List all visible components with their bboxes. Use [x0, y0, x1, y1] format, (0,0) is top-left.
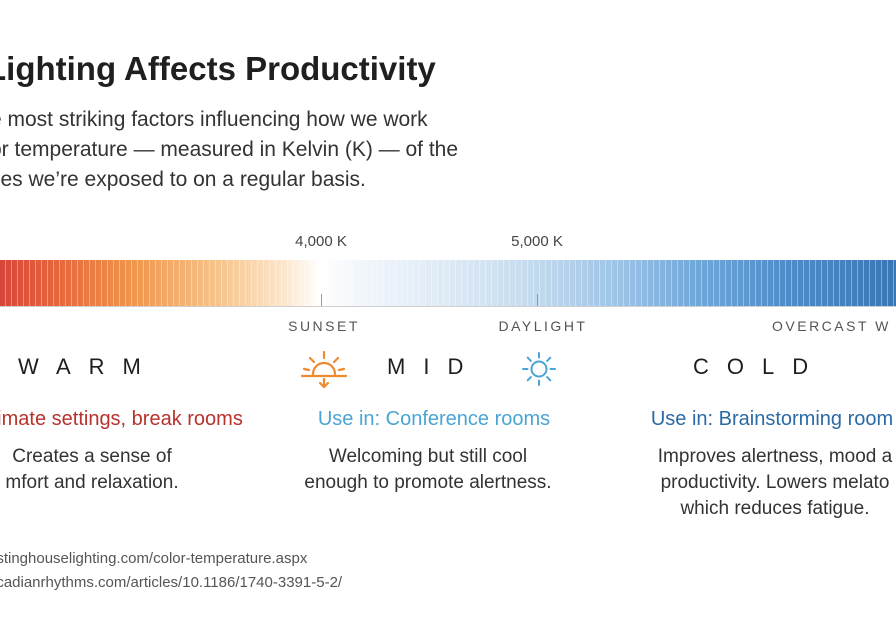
- source-url: ircadianrhythms.com/articles/10.1186/174…: [0, 574, 343, 591]
- intro-line: ces we’re exposed to on a regular basis.: [0, 168, 366, 191]
- description-line: Creates a sense of: [12, 446, 172, 467]
- description-line: Improves alertness, mood a: [657, 446, 893, 467]
- intro-line: e most striking factors influencing how …: [0, 108, 428, 131]
- description-mid: Welcoming but still cool enough to promo…: [304, 444, 551, 496]
- description-line: which reduces fatigue.: [680, 498, 870, 519]
- description-line: mfort and relaxation.: [5, 472, 179, 493]
- category-mid: MID: [387, 354, 482, 379]
- description-cold: Improves alertness, mood a productivity.…: [658, 444, 892, 522]
- sources-list: estinghouselighting.com/color-temperatur…: [0, 547, 342, 595]
- use-in-mid: Use in: Conference rooms: [317, 408, 551, 430]
- description-line: enough to promote alertness.: [304, 472, 552, 493]
- label-daylight: DAYLIGHT: [498, 318, 588, 334]
- label-overcast: OVERCAST W: [772, 318, 891, 334]
- kelvin-tick-5000: 5,000 K: [511, 233, 563, 250]
- use-in-warm: imate settings, break rooms: [0, 408, 243, 430]
- label-sunset: SUNSET: [288, 318, 360, 334]
- daylight-tick-mark: [537, 294, 538, 306]
- category-cold: COLD: [693, 354, 827, 379]
- color-temperature-spectrum: [0, 260, 896, 306]
- sunset-tick-mark: [321, 294, 322, 306]
- source-url: estinghouselighting.com/color-temperatur…: [0, 550, 308, 567]
- kelvin-tick-4000: 4,000 K: [295, 233, 347, 250]
- description-warm: Creates a sense of mfort and relaxation.: [5, 444, 178, 496]
- sunset-icon: [300, 350, 348, 389]
- use-in-cold: Use in: Brainstorming room: [650, 408, 894, 430]
- description-line: Welcoming but still cool: [328, 446, 528, 467]
- description-line: productivity. Lowers melato: [660, 472, 890, 493]
- category-warm: WARM: [18, 354, 159, 379]
- intro-line: or temperature — measured in Kelvin (K) …: [0, 138, 459, 161]
- spectrum-baseline: [0, 306, 896, 307]
- sun-icon: [522, 352, 556, 386]
- page-title: Lighting Affects Productivity: [0, 50, 436, 87]
- intro-paragraph: e most striking factors influencing how …: [0, 105, 458, 195]
